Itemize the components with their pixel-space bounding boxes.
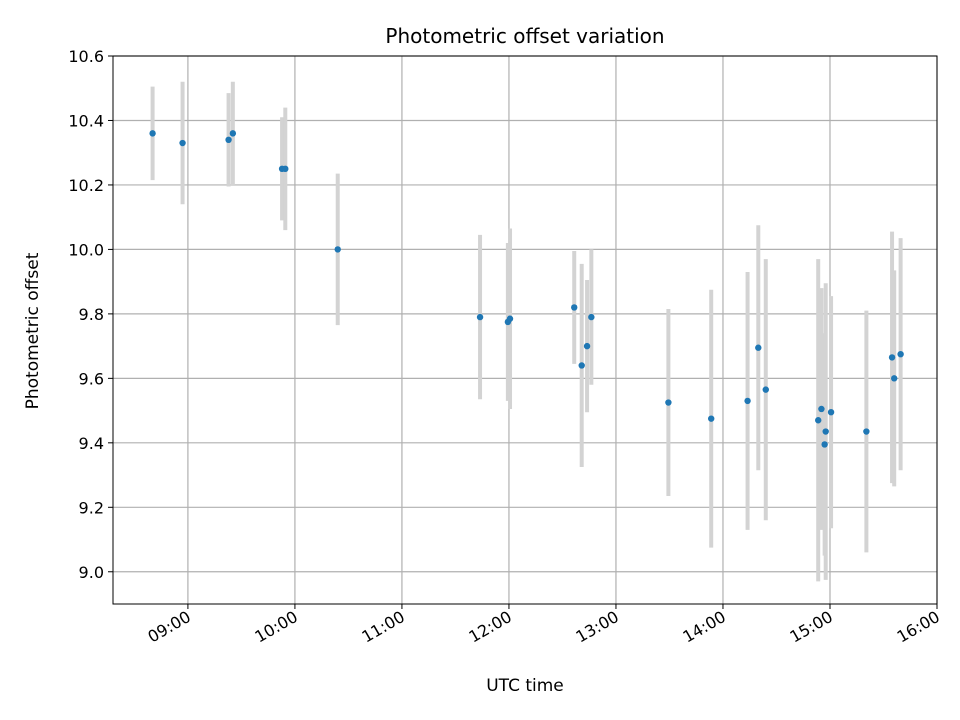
data-point: [334, 246, 341, 253]
data-point: [149, 130, 156, 137]
data-point: [818, 405, 825, 413]
data-point: [229, 130, 237, 137]
data-point: [897, 350, 904, 358]
data-point: [821, 441, 828, 448]
data-point: [827, 409, 835, 416]
plot-frame: [112, 55, 938, 605]
data-point: [476, 313, 484, 321]
y-axis: 9.0 9.2 9.4 9.6 9.8 10.0 10.2 10.4 10.6: [68, 47, 113, 582]
data-point: [225, 136, 232, 144]
x-tick-label: 10:00: [251, 607, 300, 647]
data-point: [588, 313, 595, 321]
data-point: [708, 415, 715, 422]
data-point: [665, 399, 672, 406]
data-points: [149, 130, 904, 448]
data-point: [762, 386, 769, 393]
data-point: [888, 354, 896, 361]
y-tick-label: 10.4: [68, 111, 104, 130]
x-tick-label: 14:00: [680, 607, 729, 647]
x-axis: 09:00 10:00 11:00 12:00 13:00 14:00 15:00 16:00: [144, 604, 943, 647]
data-point: [179, 139, 186, 147]
y-tick-label: 9.6: [79, 369, 104, 388]
data-point: [822, 428, 829, 435]
chart-title: Photometric offset variation: [385, 24, 664, 48]
y-tick-label: 9.0: [79, 563, 104, 582]
data-point: [744, 397, 751, 405]
data-point: [506, 315, 514, 322]
data-point: [571, 304, 578, 311]
data-point: [282, 165, 289, 173]
error-bars: [150, 81, 903, 582]
data-point: [578, 362, 585, 369]
data-point: [815, 417, 822, 424]
x-tick-label: 15:00: [787, 607, 836, 647]
y-tick-label: 10.6: [68, 47, 104, 66]
y-tick-label: 9.8: [79, 305, 104, 324]
y-tick-label: 9.2: [79, 498, 104, 517]
x-tick-label: 13:00: [573, 607, 622, 647]
data-point: [583, 342, 591, 350]
y-tick-label: 9.4: [79, 434, 104, 453]
data-point: [755, 344, 762, 351]
data-point: [863, 428, 870, 435]
x-axis-label: UTC time: [486, 676, 564, 696]
data-point: [890, 375, 898, 382]
y-axis-label: Photometric offset: [23, 252, 43, 409]
y-tick-label: 10.2: [68, 176, 104, 195]
grid: [113, 55, 938, 604]
x-tick-label: 16:00: [894, 607, 943, 647]
x-tick-label: 12:00: [466, 607, 515, 647]
x-tick-label: 09:00: [144, 607, 193, 647]
y-tick-label: 10.0: [68, 240, 104, 259]
x-tick-label: 11:00: [359, 607, 408, 647]
